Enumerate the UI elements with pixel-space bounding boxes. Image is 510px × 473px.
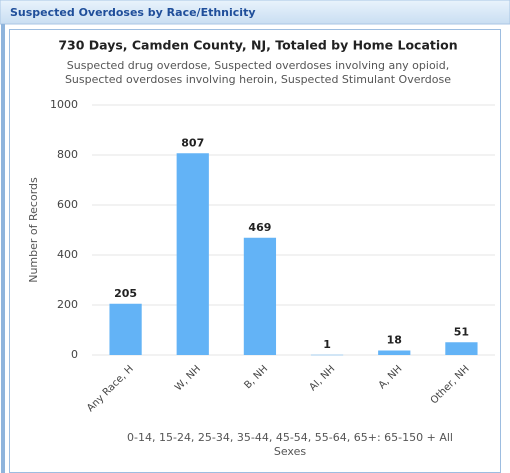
data-label: 1	[323, 338, 331, 351]
side-edge	[1, 24, 5, 473]
bar	[109, 303, 142, 355]
y-tick-label: 0	[71, 348, 78, 361]
data-label: 205	[114, 287, 137, 300]
chart-subtitle: Suspected overdoses involving heroin, Su…	[65, 73, 451, 86]
bar	[445, 342, 478, 355]
x-axis-label: Sexes	[274, 445, 306, 458]
data-label: 469	[248, 221, 271, 234]
panel-header	[0, 0, 510, 25]
panel-title: Suspected Overdoses by Race/Ethnicity	[10, 6, 256, 19]
bar	[378, 350, 411, 355]
data-label: 807	[181, 136, 204, 149]
data-label: 51	[454, 325, 469, 338]
y-axis-label: Number of Records	[27, 177, 40, 283]
y-tick-label: 400	[57, 248, 78, 261]
y-tick-label: 200	[57, 298, 78, 311]
data-label: 18	[387, 334, 402, 347]
x-axis-label: 0-14, 15-24, 25-34, 35-44, 45-54, 55-64,…	[127, 431, 453, 444]
bar	[310, 354, 344, 356]
y-tick-label: 600	[57, 198, 78, 211]
bar	[176, 153, 209, 355]
chart-subtitle: Suspected drug overdose, Suspected overd…	[67, 59, 449, 72]
chart-title: 730 Days, Camden County, NJ, Totaled by …	[58, 38, 457, 53]
y-tick-label: 1000	[50, 98, 78, 111]
bar	[243, 237, 277, 355]
y-tick-label: 800	[57, 148, 78, 161]
